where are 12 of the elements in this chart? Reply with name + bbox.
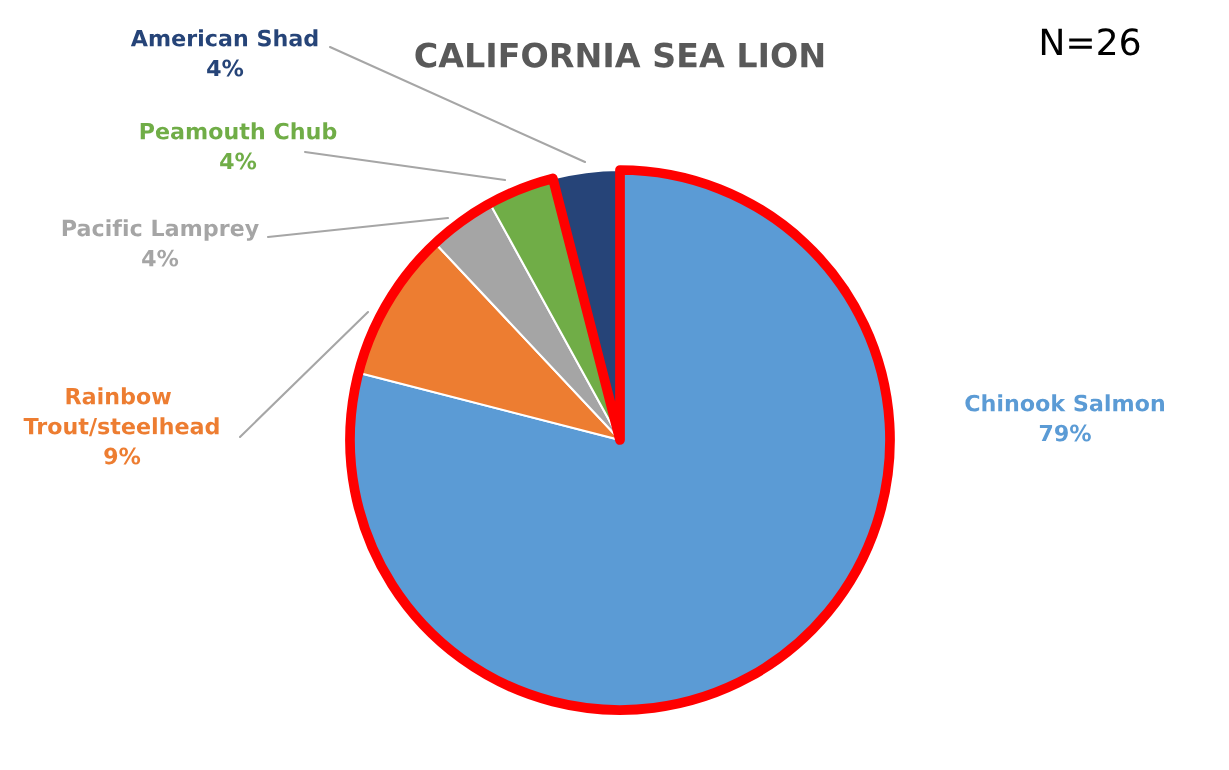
slice-label: Chinook Salmon	[965, 394, 1164, 412]
slice-label: Pacific Lamprey	[62, 219, 259, 241]
slice-label: American Shad	[130, 29, 318, 47]
slice-label: Rainbow Trout/steelhead	[23, 387, 219, 437]
data-label: 9%	[104, 447, 141, 465]
slice-label: Peamouth Chub	[140, 122, 337, 140]
chart-title: CALIFORNIA SEA LION	[415, 42, 824, 68]
text: N=26	[1041, 28, 1140, 56]
data-label: 79%	[1039, 424, 1091, 442]
data-label: 4%	[142, 249, 179, 267]
data-label: 4%	[220, 152, 257, 170]
data-label: 4%	[207, 59, 244, 77]
